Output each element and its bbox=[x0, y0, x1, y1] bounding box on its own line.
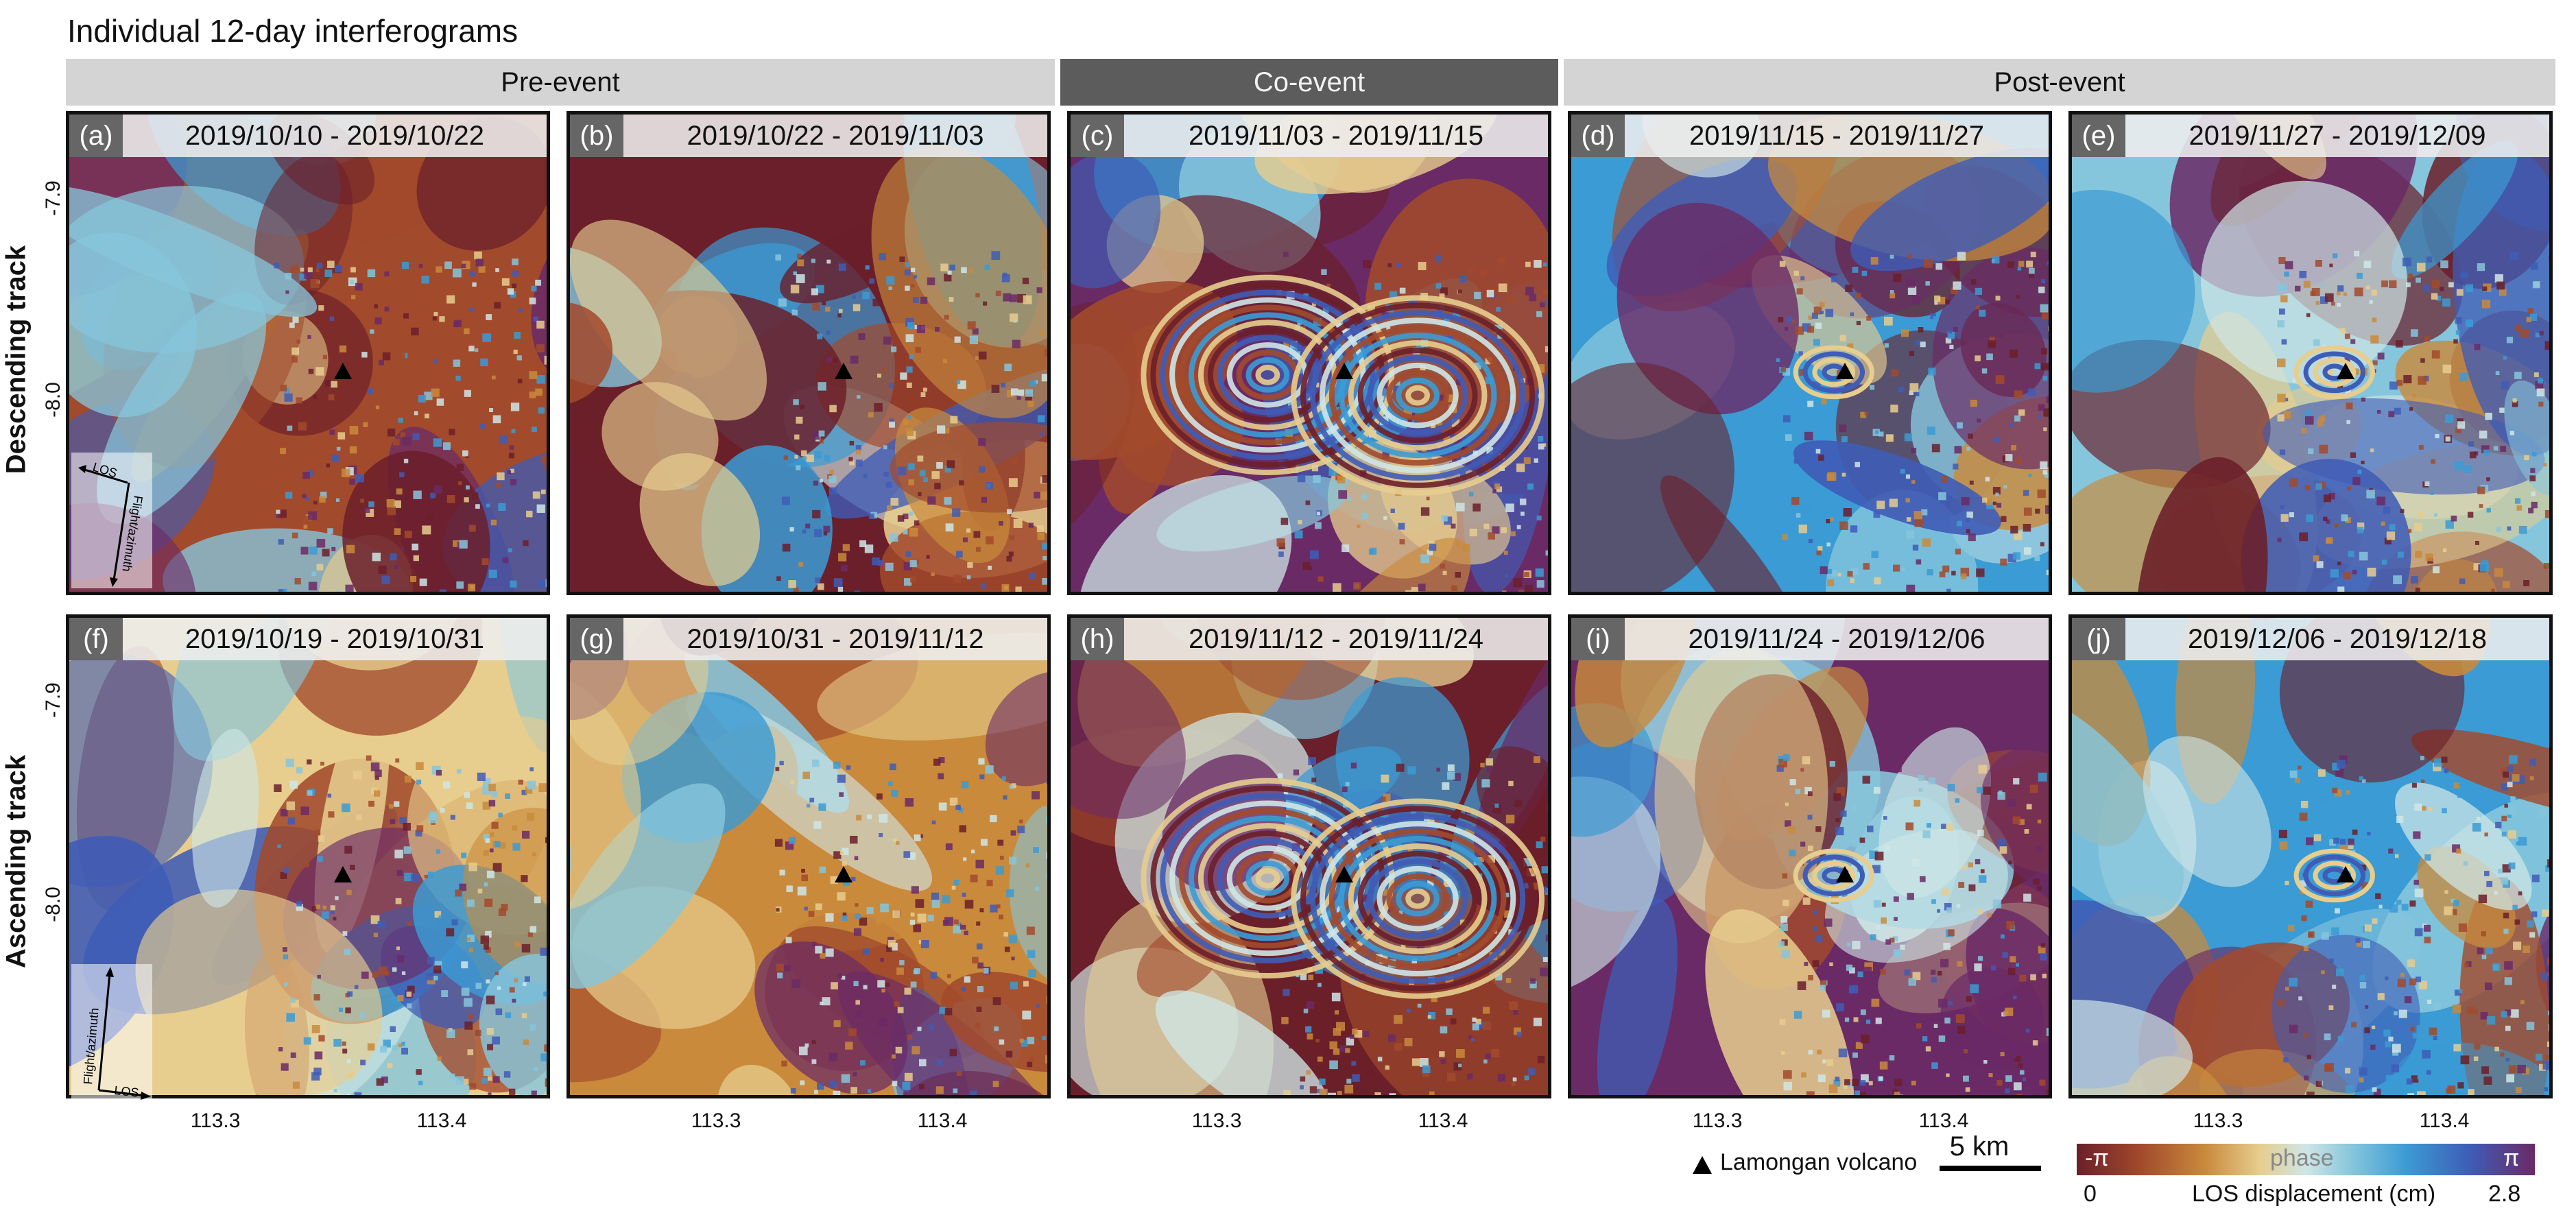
interferogram-panel: (c) 2019/11/03 - 2019/11/15 bbox=[1067, 111, 1551, 595]
lon-tick: 113.3 bbox=[1191, 1109, 1242, 1132]
interferogram-image bbox=[1571, 115, 2049, 592]
panel-letter: (a) bbox=[69, 115, 123, 157]
scalebar-line bbox=[1940, 1166, 2041, 1171]
interferogram-image bbox=[570, 115, 1047, 592]
lon-tick: 113.4 bbox=[1918, 1109, 1969, 1132]
volcano-marker-icon bbox=[1335, 866, 1353, 882]
panel-letter: (e) bbox=[2072, 115, 2125, 157]
interferogram-image bbox=[1071, 618, 1548, 1095]
lon-tick: 113.3 bbox=[691, 1109, 741, 1132]
volcano-marker-icon bbox=[835, 866, 852, 882]
lat-tick-asc-1: -7.9 bbox=[42, 682, 64, 718]
panel-date-range: 2019/11/27 - 2019/12/09 bbox=[2125, 115, 2549, 157]
lon-tick: 113.3 bbox=[1692, 1109, 1743, 1132]
interferogram-panel: (i) 2019/11/24 - 2019/12/06 bbox=[1568, 614, 2052, 1098]
lon-tick: 113.4 bbox=[416, 1109, 467, 1132]
panel-letter: (c) bbox=[1071, 115, 1124, 157]
volcano-marker-icon bbox=[1335, 363, 1353, 379]
inset-flight-label: Flight/azimuth bbox=[120, 494, 145, 573]
lon-tick: 113.4 bbox=[1418, 1109, 1468, 1132]
panel-date-range: 2019/11/12 - 2019/11/24 bbox=[1124, 618, 1548, 660]
interferogram-panel: (h) 2019/11/12 - 2019/11/24 bbox=[1067, 614, 1551, 1098]
panel-letter: (j) bbox=[2072, 618, 2125, 660]
lon-tick: 113.4 bbox=[2419, 1109, 2470, 1132]
panel-date-range: 2019/10/19 - 2019/10/31 bbox=[123, 618, 547, 660]
inset-flight-label: Flight/azimuth bbox=[81, 1007, 102, 1085]
interferogram-panel: (g) 2019/10/31 - 2019/11/12 bbox=[567, 614, 1051, 1098]
panel-letter: (i) bbox=[1571, 618, 1625, 660]
colorbar-displacement-min: 0 bbox=[2084, 1181, 2097, 1207]
interferogram-panel: (d) 2019/11/15 - 2019/11/27 bbox=[1568, 111, 2052, 595]
interferogram-image bbox=[1071, 115, 1548, 592]
panel-date-range: 2019/10/10 - 2019/10/22 bbox=[123, 115, 547, 157]
volcano-marker-icon bbox=[1836, 363, 1854, 379]
interferogram-image bbox=[2072, 618, 2549, 1095]
panel-date-range: 2019/10/22 - 2019/11/03 bbox=[623, 115, 1047, 157]
volcano-marker-icon bbox=[835, 363, 852, 379]
panel-letter: (d) bbox=[1571, 115, 1625, 157]
group-header-co-event: Co-event bbox=[1060, 59, 1558, 106]
group-header-post-event: Post-event bbox=[1564, 59, 2555, 106]
lat-tick-desc-1: -7.9 bbox=[42, 180, 64, 216]
panel-letter: (h) bbox=[1071, 618, 1124, 660]
panel-date-range: 2019/11/24 - 2019/12/06 bbox=[1625, 618, 2049, 660]
descending-direction-inset: LOS Flight/azimuth bbox=[71, 453, 152, 588]
interferogram-image bbox=[570, 618, 1047, 1095]
interferogram-panel: (b) 2019/10/22 - 2019/11/03 bbox=[567, 111, 1051, 595]
panel-letter: (f) bbox=[69, 618, 123, 660]
lon-tick: 113.3 bbox=[2193, 1109, 2243, 1132]
lat-tick-desc-2: -8.0 bbox=[42, 382, 64, 418]
interferogram-panel: (j) 2019/12/06 - 2019/12/18 bbox=[2068, 614, 2553, 1098]
phase-colorbar bbox=[2077, 1144, 2535, 1175]
volcano-marker-icon bbox=[2337, 866, 2354, 882]
panel-letter: (b) bbox=[570, 115, 623, 157]
panel-letter: (g) bbox=[570, 618, 623, 660]
row-label-ascending: Ascending track bbox=[1, 754, 32, 969]
lon-tick: 113.3 bbox=[190, 1109, 241, 1132]
colorbar-displacement-label: LOS displacement (cm) bbox=[2192, 1181, 2436, 1207]
colorbar-displacement-max: 2.8 bbox=[2488, 1181, 2521, 1207]
interferogram-panel: (a) 2019/10/10 - 2019/10/22 bbox=[66, 111, 550, 595]
colorbar-phase-label: phase bbox=[2270, 1145, 2334, 1171]
colorbar-max-phase: π bbox=[2503, 1145, 2520, 1171]
lat-tick-asc-2: -8.0 bbox=[42, 887, 64, 922]
inset-los-label: LOS bbox=[91, 460, 119, 481]
volcano-marker-icon bbox=[1836, 866, 1854, 882]
row-label-descending: Descending track bbox=[1, 245, 32, 474]
group-header-pre-event: Pre-event bbox=[66, 59, 1055, 106]
panel-date-range: 2019/10/31 - 2019/11/12 bbox=[623, 618, 1047, 660]
colorbar-min-phase: -π bbox=[2085, 1145, 2109, 1171]
interferogram-image bbox=[2072, 115, 2549, 592]
volcano-marker-icon bbox=[334, 363, 352, 379]
ascending-direction-inset: Flight/azimuth LOS bbox=[71, 964, 152, 1100]
interferogram-image bbox=[1571, 618, 2049, 1095]
legend-volcano-label: Lamongan volcano bbox=[1720, 1149, 1918, 1175]
scalebar-label: 5 km bbox=[1949, 1131, 2009, 1162]
lon-tick: 113.4 bbox=[917, 1109, 968, 1132]
legend-volcano-icon bbox=[1693, 1156, 1712, 1174]
figure-title: Individual 12-day interferograms bbox=[67, 13, 518, 49]
panel-date-range: 2019/11/15 - 2019/11/27 bbox=[1625, 115, 2049, 157]
panel-date-range: 2019/12/06 - 2019/12/18 bbox=[2125, 618, 2549, 660]
volcano-marker-icon bbox=[334, 866, 352, 882]
volcano-marker-icon bbox=[2337, 363, 2354, 379]
inset-los-label: LOS bbox=[114, 1083, 140, 1100]
interferogram-panel: (e) 2019/11/27 - 2019/12/09 bbox=[2068, 111, 2553, 595]
panel-date-range: 2019/11/03 - 2019/11/15 bbox=[1124, 115, 1548, 157]
